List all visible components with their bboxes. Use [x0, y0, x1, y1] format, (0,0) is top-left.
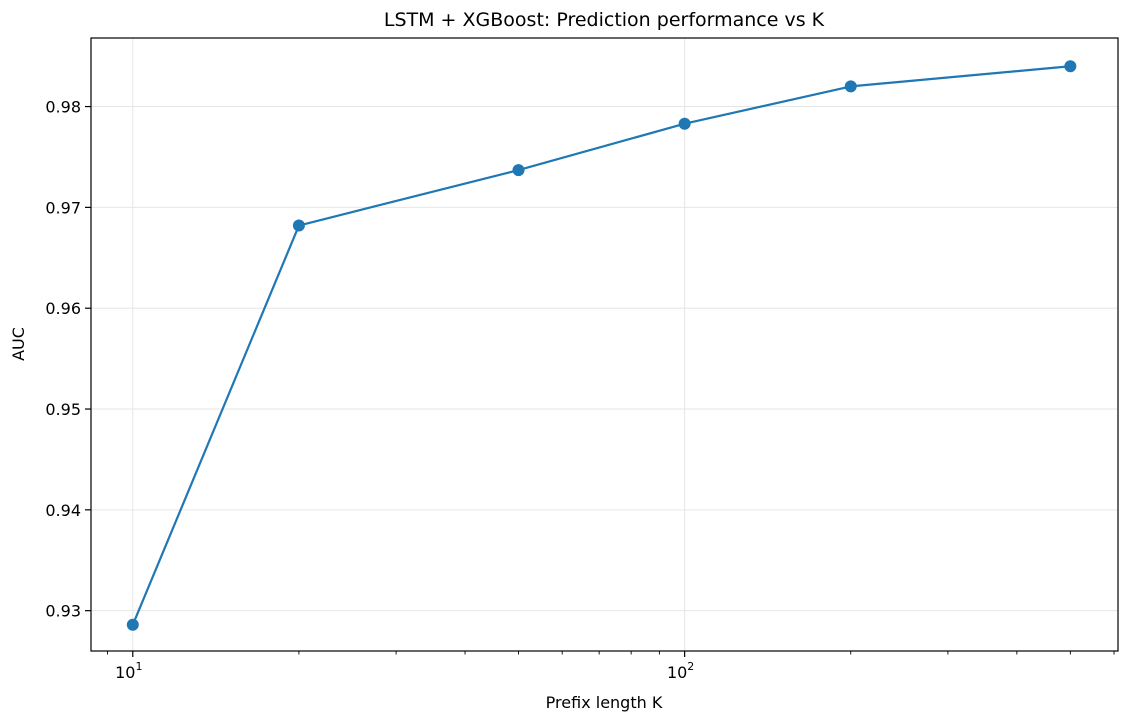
- x-tick-exponent: 2: [687, 660, 694, 673]
- y-tick-label: 0.94: [45, 501, 81, 520]
- x-axis-label: Prefix length K: [546, 693, 663, 712]
- y-tick-label: 0.93: [45, 602, 81, 621]
- y-tick-label: 0.95: [45, 400, 81, 419]
- y-tick-label: 0.97: [45, 198, 81, 217]
- data-point: [126, 618, 139, 631]
- data-point: [512, 164, 525, 177]
- plot-frame: [90, 37, 1119, 652]
- x-tick-label: 102: [667, 660, 694, 682]
- series-line: [131, 65, 1071, 626]
- data-point: [1064, 60, 1077, 73]
- series-layer: [126, 60, 1077, 631]
- chart-title: LSTM + XGBoost: Prediction performance v…: [384, 9, 825, 31]
- grid: [91, 38, 1118, 651]
- y-axis-label: AUC: [9, 327, 28, 361]
- x-tick-base: 10: [115, 663, 135, 682]
- data-point: [292, 219, 305, 232]
- data-point: [844, 80, 857, 93]
- x-tick-exponent: 1: [135, 660, 142, 673]
- y-tick-label: 0.98: [45, 98, 81, 117]
- x-tick-label: 101: [115, 660, 142, 682]
- y-tick-label: 0.96: [45, 299, 81, 318]
- data-point: [678, 117, 691, 130]
- x-tick-base: 10: [667, 663, 687, 682]
